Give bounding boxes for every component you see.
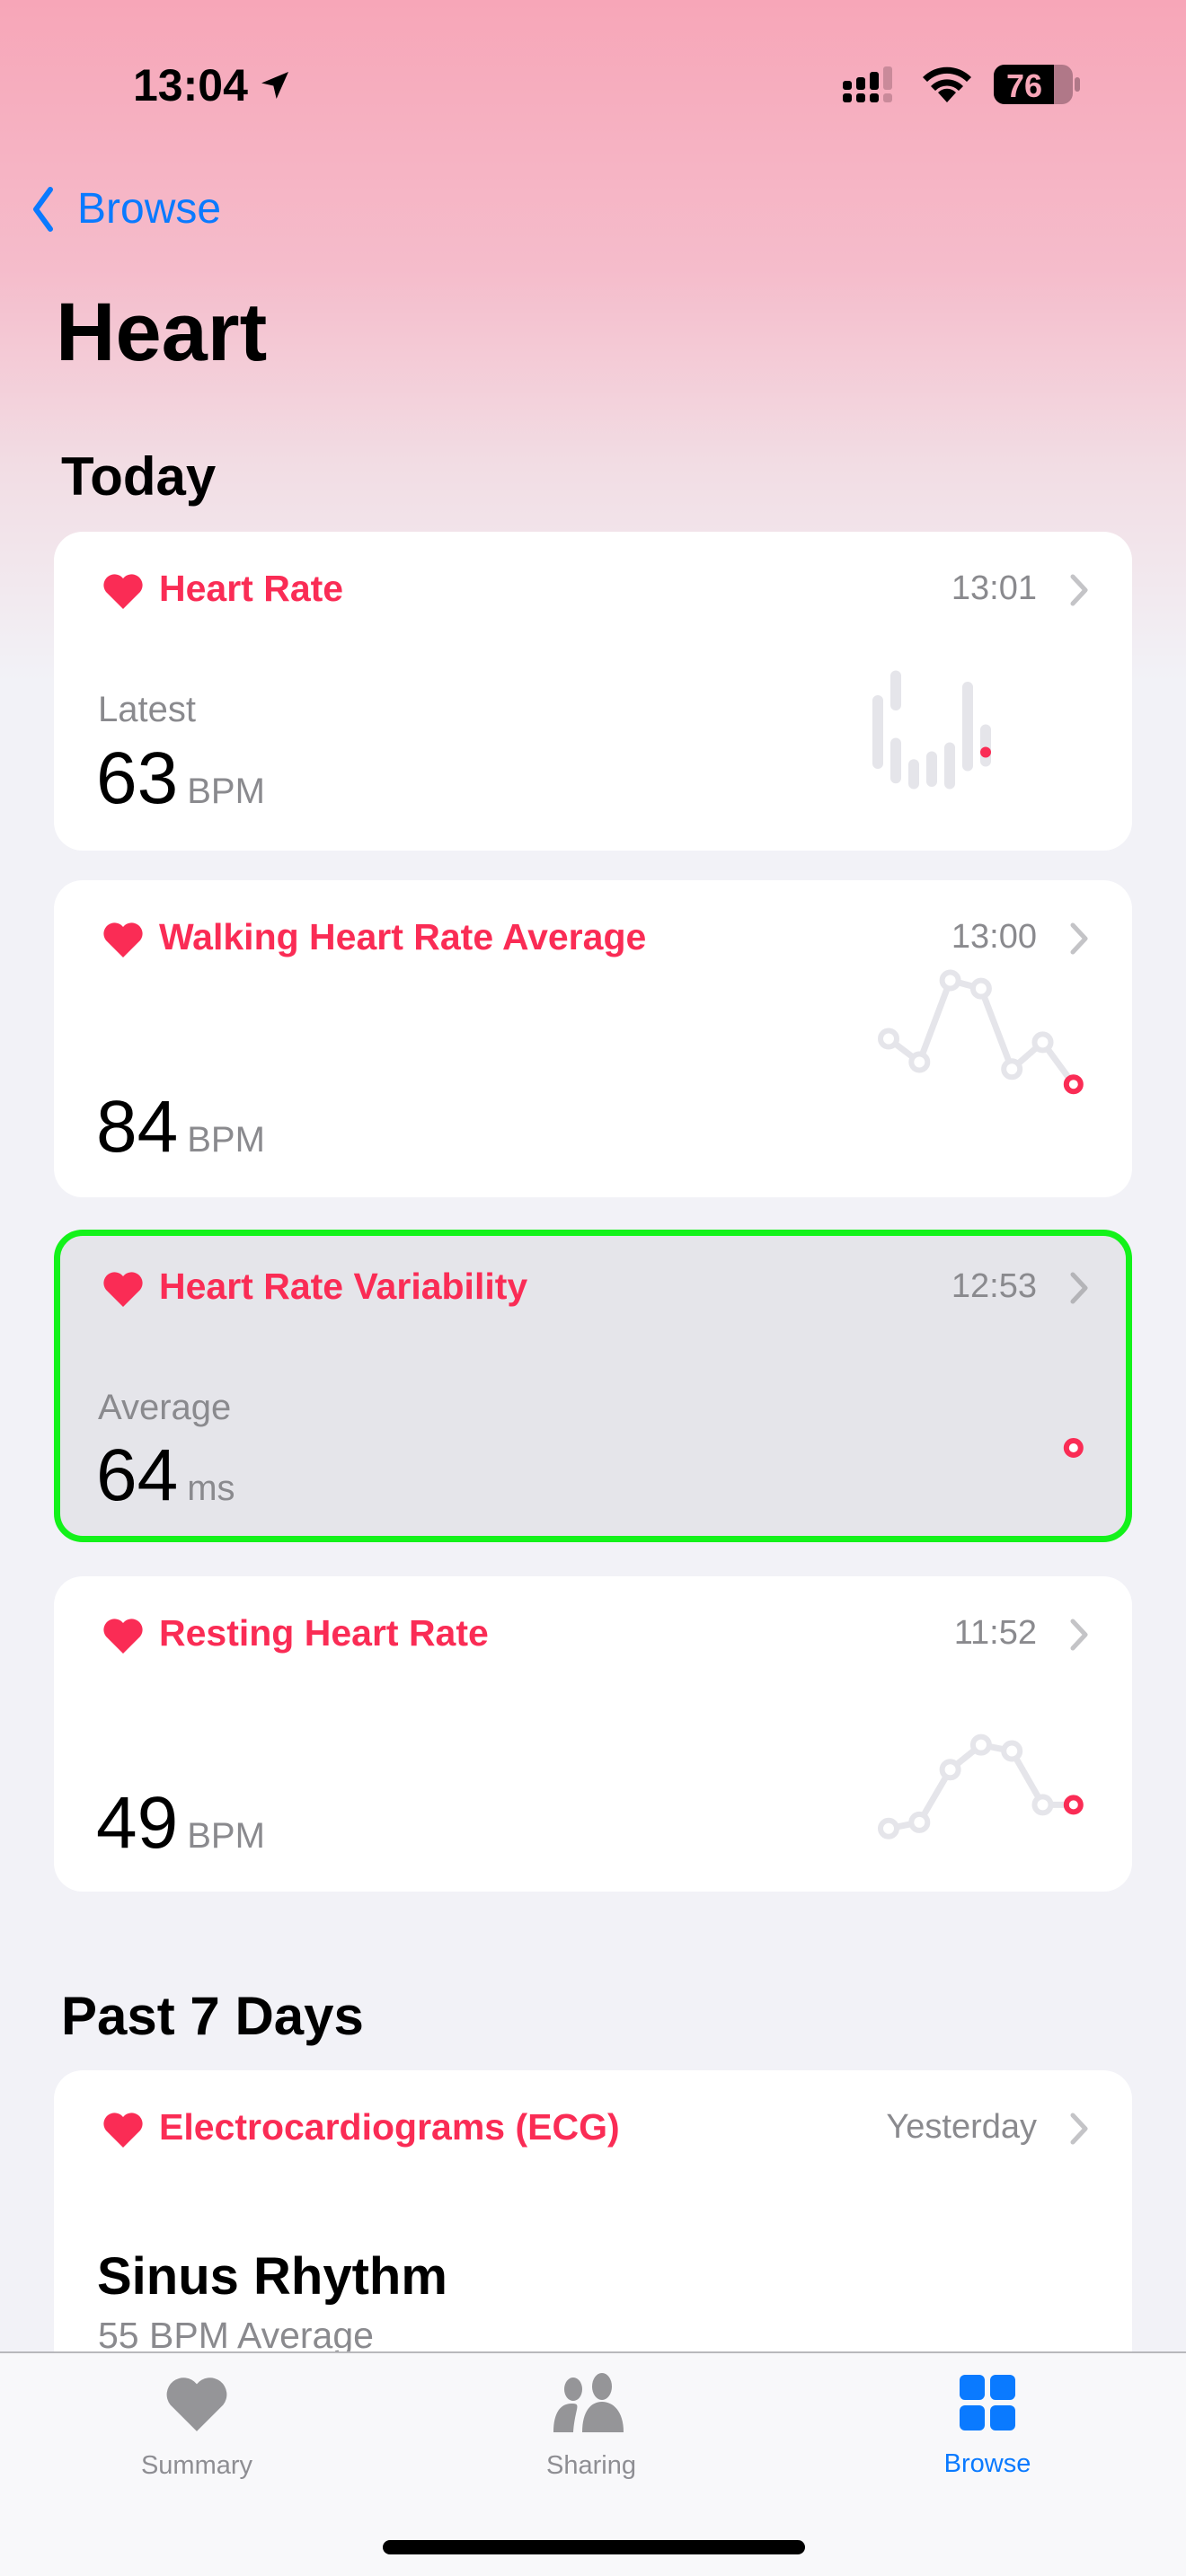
latest-point xyxy=(1063,1074,1084,1095)
card-time: 11:52 xyxy=(953,1614,1037,1652)
heart-rate-sparkline xyxy=(872,670,991,790)
battery-icon: 76 xyxy=(994,65,1073,104)
chevron-right-icon xyxy=(1070,922,1088,955)
tab-label: Sharing xyxy=(546,2451,636,2480)
time-text: 13:04 xyxy=(133,60,248,110)
value-unit: BPM xyxy=(187,1816,265,1856)
card-value: 84 BPM xyxy=(96,1085,265,1169)
card-title: Heart Rate Variability xyxy=(159,1266,528,1307)
data-point xyxy=(939,1759,961,1781)
heart-icon xyxy=(166,2378,227,2431)
data-point xyxy=(969,1734,992,1756)
section-title-past-7-days: Past 7 Days xyxy=(61,1986,364,2046)
latest-point xyxy=(980,746,991,758)
chevron-right-icon xyxy=(1070,1272,1088,1304)
heart-rate-card[interactable]: Heart Rate 13:01 Latest 63 BPM xyxy=(54,532,1132,851)
data-point xyxy=(1031,1031,1054,1054)
card-time: Yesterday xyxy=(886,2108,1037,2146)
battery-tip xyxy=(1075,77,1080,92)
chevron-right-icon xyxy=(1070,1619,1088,1651)
value-number: 64 xyxy=(96,1434,179,1516)
tab-summary[interactable]: Summary xyxy=(80,2373,314,2481)
heart-icon xyxy=(103,922,143,957)
status-bar-time: 13:04 xyxy=(133,59,293,111)
walking-heart-rate-sparkline xyxy=(878,969,1084,1095)
section-title-today: Today xyxy=(61,446,217,507)
latest-point xyxy=(1063,1795,1084,1815)
card-title: Resting Heart Rate xyxy=(159,1612,489,1654)
tab-label: Browse xyxy=(943,2449,1031,2478)
tab-label: Summary xyxy=(140,2451,253,2480)
wifi-icon xyxy=(923,66,971,102)
cellular-signal-icon xyxy=(843,66,892,102)
back-button[interactable]: Browse xyxy=(32,184,221,234)
data-point xyxy=(878,1028,899,1050)
battery-level: 76 xyxy=(1006,67,1043,104)
data-point xyxy=(1001,1058,1023,1081)
data-point xyxy=(908,1811,931,1833)
back-label: Browse xyxy=(77,185,222,233)
value-number: 84 xyxy=(96,1086,179,1168)
data-point xyxy=(939,969,961,992)
tab-bar: Summary Sharing Browse xyxy=(0,2351,1186,2576)
value-number: 49 xyxy=(96,1782,179,1864)
card-label: Latest xyxy=(98,690,196,729)
card-time: 13:01 xyxy=(951,569,1037,607)
heart-icon xyxy=(103,574,143,609)
card-value: 49 BPM xyxy=(96,1781,265,1866)
heart-icon xyxy=(103,2113,143,2148)
data-point xyxy=(908,1051,931,1073)
data-point xyxy=(969,977,992,1000)
walking-heart-rate-card[interactable]: Walking Heart Rate Average 13:00 84 BPM xyxy=(54,880,1132,1197)
card-title: Electrocardiograms (ECG) xyxy=(159,2106,620,2148)
chevron-right-icon xyxy=(1070,574,1088,606)
card-time: 12:53 xyxy=(951,1267,1037,1305)
chevron-right-icon xyxy=(1070,2113,1088,2145)
latest-point xyxy=(1063,1438,1084,1458)
ecg-result: Sinus Rhythm xyxy=(97,2247,447,2306)
card-label: Average xyxy=(98,1388,232,1427)
heart-rate-variability-card[interactable]: Heart Rate Variability 12:53 Average 64 m… xyxy=(54,1230,1132,1542)
card-title: Heart Rate xyxy=(159,568,344,609)
value-unit: BPM xyxy=(187,772,265,811)
card-time: 13:00 xyxy=(951,918,1037,956)
heart-icon xyxy=(103,1619,143,1654)
heart-icon xyxy=(103,1272,143,1307)
data-point xyxy=(1031,1794,1054,1816)
page-title: Heart xyxy=(56,287,268,378)
chevron-left-icon xyxy=(33,186,53,232)
tab-sharing[interactable]: Sharing xyxy=(474,2373,708,2481)
resting-heart-rate-card[interactable]: Resting Heart Rate 11:52 49 BPM xyxy=(54,1576,1132,1892)
card-value: 63 BPM xyxy=(96,737,265,821)
value-unit: ms xyxy=(187,1469,235,1508)
value-unit: BPM xyxy=(187,1120,265,1160)
card-title: Walking Heart Rate Average xyxy=(159,916,647,957)
tab-browse[interactable]: Browse xyxy=(871,2373,1104,2479)
hrv-sparkline xyxy=(1063,1438,1084,1458)
value-number: 63 xyxy=(96,737,179,819)
people-icon xyxy=(553,2373,624,2432)
home-indicator[interactable] xyxy=(383,2540,805,2554)
data-point xyxy=(1001,1740,1023,1762)
resting-heart-rate-sparkline xyxy=(878,1734,1084,1839)
card-value: 64 ms xyxy=(96,1434,235,1518)
location-arrow-icon xyxy=(261,72,288,99)
ecg-detail: 55 BPM Average xyxy=(98,2315,374,2356)
grid-icon xyxy=(960,2375,1015,2430)
data-point xyxy=(878,1817,899,1839)
